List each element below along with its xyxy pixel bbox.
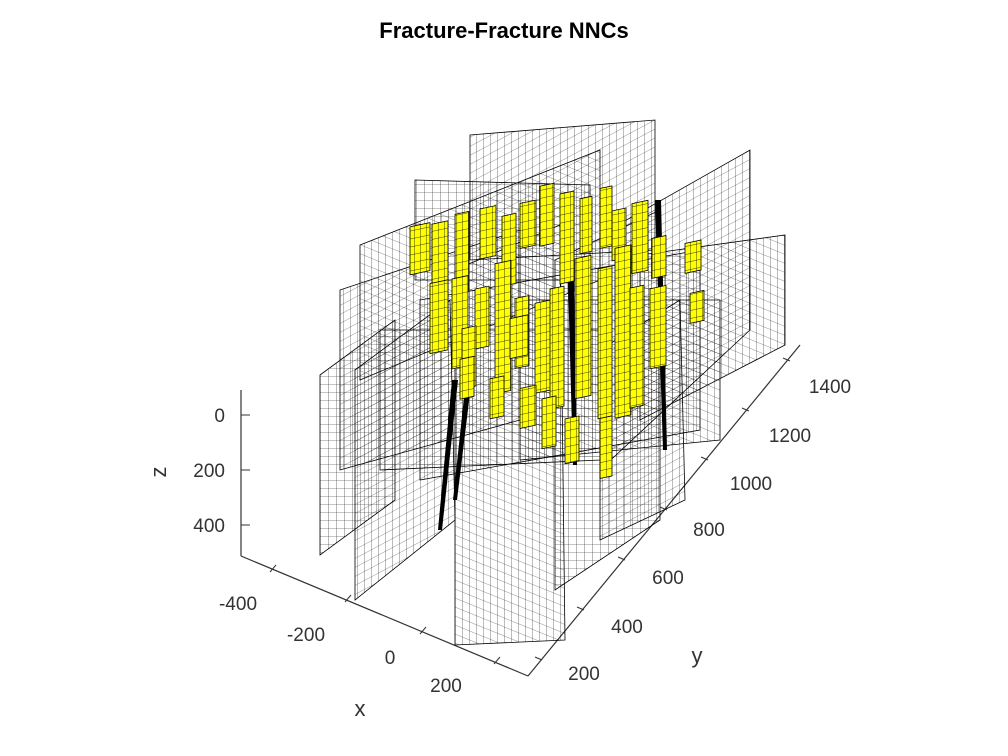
x-tick-mark (344, 594, 352, 603)
y-tick-mark (576, 606, 585, 611)
nnc-cell (631, 199, 649, 275)
x-tick-label: -200 (287, 625, 325, 646)
x-tick-mark (269, 564, 277, 573)
nnc-cell (519, 199, 537, 249)
nnc-cell (564, 415, 580, 465)
nnc-cells (409, 182, 705, 479)
nnc-cell (549, 285, 565, 410)
nnc-cell (429, 279, 449, 355)
nnc-cell (629, 284, 645, 409)
z-tick-label: 0 (214, 406, 225, 427)
nnc-cell (614, 244, 632, 419)
nnc-cell (689, 289, 705, 324)
axes (240, 344, 801, 677)
x-tick-label: 0 (385, 648, 396, 669)
nnc-cell (494, 259, 512, 395)
y-tick-mark (534, 656, 543, 661)
z-tick-label: 400 (193, 516, 225, 537)
nnc-cell (599, 185, 613, 249)
y-tick-mark (700, 456, 709, 461)
x-tick-mark (419, 626, 427, 635)
nnc-cell (431, 220, 449, 285)
y-tick-label: 1200 (769, 426, 811, 447)
nnc-cell (597, 265, 613, 420)
x-tick-label: -400 (219, 594, 257, 615)
y-axis-line (527, 344, 801, 677)
y-tick-label: 200 (568, 664, 600, 685)
y-tick-mark (659, 506, 668, 511)
y-tick-label: 1400 (809, 377, 851, 398)
z-axis-label: z (146, 467, 171, 478)
nnc-cell (534, 299, 552, 394)
y-tick-label: 800 (693, 520, 725, 541)
z-tick-label: 200 (193, 461, 225, 482)
nnc-cell (479, 205, 497, 260)
nnc-cell (579, 195, 593, 255)
nnc-cell (559, 190, 575, 285)
y-tick-mark (617, 556, 626, 561)
nnc-cell (409, 222, 431, 276)
fracture-spike (438, 380, 458, 530)
nnc-cell (574, 254, 592, 400)
nnc-cell (539, 182, 555, 247)
nnc-cell (649, 284, 667, 370)
nnc-cell (489, 375, 505, 420)
x-tick-mark (493, 656, 501, 665)
chart-title: Fracture-Fracture NNCs (379, 18, 629, 43)
y-tick-mark (782, 357, 791, 362)
nnc-cell (684, 239, 702, 274)
nnc-cell (509, 314, 529, 360)
y-tick-label: 400 (611, 617, 643, 638)
nnc-cell (519, 384, 537, 429)
y-tick-label: 600 (652, 568, 684, 589)
nnc-cell (459, 355, 475, 400)
nnc-cell (474, 285, 490, 350)
nnc-cell (599, 415, 613, 479)
y-axis-label: y (692, 643, 703, 668)
y-tick-mark (741, 407, 750, 412)
nnc-cell (541, 395, 557, 450)
nnc-cell (651, 234, 667, 279)
y-tick-label: 1000 (730, 474, 772, 495)
x-tick-label: 200 (430, 676, 462, 697)
axis-ticks: 0 200 400 -400 -200 0 200 200 400 600 800 1000 1200 1… (193, 357, 851, 697)
x-axis-line (240, 555, 529, 677)
x-axis-label: x (355, 696, 366, 721)
